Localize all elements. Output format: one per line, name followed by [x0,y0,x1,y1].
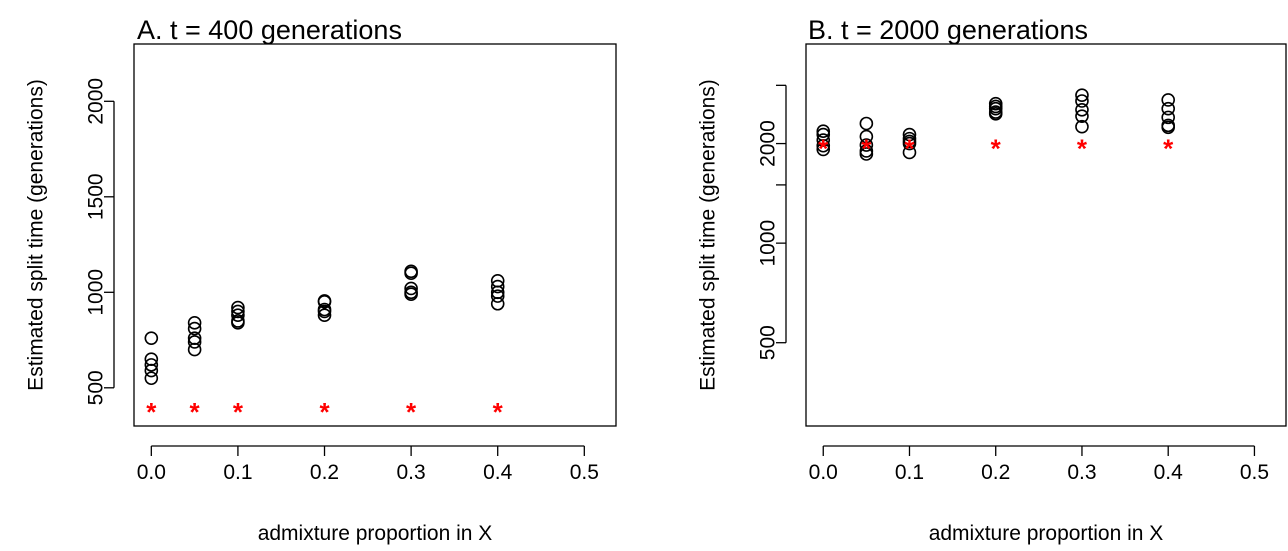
panel-b-estimate-point [902,131,917,146]
panel-b-estimate-point [816,127,831,142]
panel-b-estimate-point [816,124,831,138]
panel-a-estimate-point [187,335,202,349]
panel-b-x-tick-label: 0.5 [1240,461,1269,484]
panel-a-plot-frame [133,43,617,427]
panel-b-x-axis: 0.0 0.1 0.2 0.3 0.4 0.5 [809,445,1269,484]
panel-b-estimate-point [1161,110,1175,125]
panel-a-estimate-point [187,331,202,345]
panel-a-true-value-star: * [493,397,504,427]
panel-b: B. t = 2000 generations admixture propor… [697,15,1287,545]
panel-a-estimate-point [404,285,418,300]
panel-b-estimate-point [859,116,874,131]
panel-b-true-value-star: * [1077,134,1088,164]
panel-b-x-tick-label: 0.1 [895,461,924,484]
panel-a-y-axis-label: Estimated split time (generations) [25,79,48,391]
panel-a-x-tick-label: 0.4 [483,461,513,484]
panel-b-x-tick-label: 0.4 [1154,461,1184,484]
panel-b-estimate-point [816,142,831,157]
panel-b-estimate-point [1075,109,1089,123]
panel-a-estimate-point [490,279,505,294]
panel-a-y-tick-label: 1000 [85,269,108,316]
panel-b-estimate-point [1075,103,1089,117]
panel-b-estimate-point [859,138,874,152]
panel-b-x-tick-label: 0.0 [809,461,838,484]
panel-b-estimate-point [859,129,874,144]
panel-a-estimate-point [231,314,245,328]
panel-a-x-tick-label: 0.5 [570,461,599,484]
panel-b-x-axis-label: admixture proportion in X [929,522,1164,545]
panel-b-x-tick-label: 0.2 [981,461,1010,484]
panel-b-estimate-point [988,96,1003,111]
panel-b-true-value-star: * [818,134,829,164]
panel-a-estimate-point [317,308,332,323]
panel-a-y-tick-label: 1500 [85,173,108,220]
panel-a-y-tick-label: 2000 [85,78,108,125]
panel-a-estimate-point [144,331,159,345]
panel-a-x-axis: 0.0 0.1 0.2 0.3 0.4 0.5 [137,445,599,484]
panel-a-estimate-point [187,316,202,330]
panel-b-estimate-point [1075,119,1089,134]
panel-a-estimate-point [231,304,245,319]
panel-b-estimate-point [902,145,917,160]
panel-a-y-axis: 500 1000 1500 2000 [85,78,115,405]
panel-a-estimate-point [490,274,505,288]
panel-a-estimate-point [144,358,159,372]
panel-b-y-axis: 500 1000 2000 [757,84,787,360]
panel-a-marks: * * * * * * [144,264,505,427]
panel-b-title: B. t = 2000 generations [808,15,1088,45]
panel-b-estimate-point [816,133,831,147]
panel-a-estimate-point [317,302,332,317]
panel-a-x-axis-label: admixture proportion in X [258,522,493,545]
panel-a-estimate-point [231,300,245,315]
panel-a-x-tick-label: 0.0 [137,461,166,484]
panel-a-x-tick-label: 0.3 [397,461,426,484]
panel-b-true-value-star: * [904,134,915,164]
panel-a-true-value-star: * [319,397,330,427]
panel-a-true-value-star: * [233,397,244,427]
panel-b-estimate-point [1161,93,1175,107]
panel-a-estimate-point [231,308,245,323]
panel-b-y-tick-label: 1000 [757,220,780,267]
panel-a-y-tick-label: 500 [85,370,108,405]
panel-a-x-tick-label: 0.2 [310,461,339,484]
panel-b-y-tick-label: 500 [757,325,780,360]
panel-b-estimate-point [1075,88,1089,103]
panel-b-plot-frame [805,43,1287,427]
panel-a-estimate-point [317,294,332,308]
panel-a-estimate-point [187,321,202,336]
panel-a-x-tick-label: 0.1 [223,461,252,484]
panel-b-estimate-point [1161,118,1175,133]
panel-b-true-value-star: * [861,134,872,164]
panel-a-true-value-star: * [406,397,417,427]
panel-b-estimate-point [859,144,874,158]
panel-a-estimate-point [404,281,418,296]
panel-b-x-tick-label: 0.3 [1067,461,1096,484]
panel-a-title: A. t = 400 generations [137,15,402,45]
panel-b-estimate-point [1075,94,1089,108]
panel-a-true-value-star: * [190,397,201,427]
panel-b-true-value-star: * [1163,134,1174,164]
panel-b-marks: * * * * * * [816,88,1175,164]
panel-a-estimate-point [144,371,159,386]
panel-a-true-value-star: * [146,397,157,427]
panel-b-estimate-point [902,127,917,142]
panel-b-estimate-point [988,105,1003,119]
panel-b-true-value-star: * [991,134,1002,164]
panel-a-estimate-point [404,264,418,279]
panel-a-estimate-point [490,289,505,303]
panel-b-y-axis-label: Estimated split time (generations) [697,79,720,391]
panel-b-estimate-point [1161,101,1175,116]
panel-a: A. t = 400 generations admixture proport… [25,15,617,545]
panel-a-estimate-point [144,352,159,366]
panel-b-y-tick-label: 2000 [757,120,780,167]
